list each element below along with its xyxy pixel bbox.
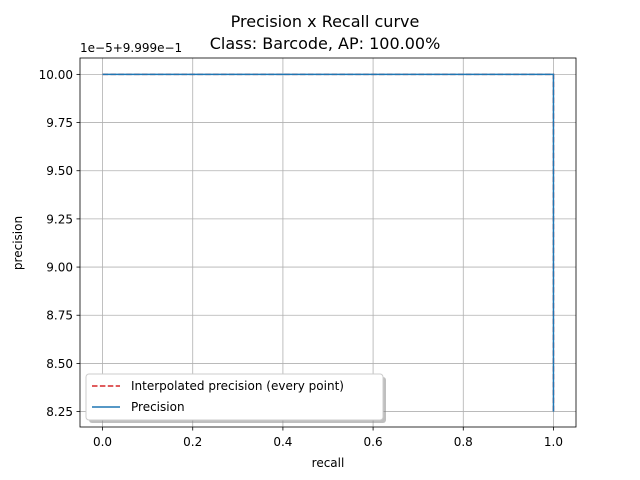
y-tick-label: 10.00	[39, 68, 73, 82]
chart-subtitle: Class: Barcode, AP: 100.00%	[210, 34, 441, 53]
y-axis-ticks: 8.25 8.50 8.75 9.00 9.25 9.50 9.75 10.00	[39, 68, 80, 419]
y-axis-label: precision	[11, 216, 25, 270]
y-tick-label: 9.50	[46, 164, 73, 178]
y-tick-label: 8.25	[46, 405, 73, 419]
x-axis-label: recall	[312, 456, 345, 470]
plot-frame	[79, 57, 577, 428]
y-offset-label: 1e−5+9.999e−1	[80, 41, 182, 55]
x-tick-label: 0.2	[183, 435, 202, 449]
x-tick-label: 1.0	[544, 435, 563, 449]
y-tick-label: 8.75	[46, 309, 73, 323]
series-lines	[102, 73, 555, 412]
x-axis-ticks: 0.0 0.2 0.4 0.6 0.8 1.0	[93, 427, 563, 449]
legend-label-interpolated: Interpolated precision (every point)	[131, 379, 344, 393]
legend: Interpolated precision (every point) Pre…	[85, 373, 386, 423]
x-tick-label: 0.0	[93, 435, 112, 449]
y-tick-label: 9.75	[46, 116, 73, 130]
y-tick-label: 9.00	[46, 261, 73, 275]
chart-title: Precision x Recall curve	[231, 12, 420, 31]
x-tick-label: 0.6	[364, 435, 383, 449]
y-tick-label: 8.50	[46, 357, 73, 371]
x-tick-label: 0.4	[273, 435, 292, 449]
y-tick-label: 9.25	[46, 212, 73, 226]
legend-box	[85, 373, 384, 421]
legend-label-precision: Precision	[131, 400, 185, 414]
series-line-precision	[102, 73, 555, 412]
x-tick-label: 0.8	[454, 435, 473, 449]
